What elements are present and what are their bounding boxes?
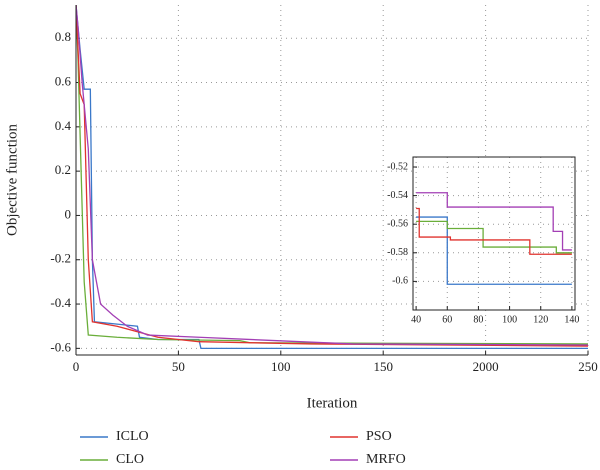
inset-background — [413, 157, 575, 310]
series-line — [76, 5, 588, 350]
x-tick-label: 60 — [442, 314, 452, 325]
plot-lines — [76, 5, 588, 350]
y-tick-label: -0.2 — [50, 251, 71, 266]
series-line — [416, 192, 572, 251]
y-tick-label: -0.56 — [387, 219, 408, 230]
x-tick-label: 100 — [271, 359, 291, 374]
plot-lines — [416, 192, 572, 285]
y-tick-label: -0.6 — [392, 276, 408, 287]
legend-label: MRFO — [366, 452, 406, 467]
y-tick-label: 0 — [65, 206, 72, 221]
y-tick-label: 0.8 — [55, 29, 71, 44]
y-tick-label: -0.6 — [50, 339, 71, 354]
x-axis-label: Iteration — [307, 395, 358, 411]
legend-label: ICLO — [116, 429, 149, 444]
series-line — [416, 220, 572, 254]
y-tick-label: 0.6 — [55, 74, 72, 89]
x-tick-label: 80 — [473, 314, 483, 325]
x-tick-label: 100 — [502, 314, 517, 325]
y-tick-label: -0.54 — [387, 190, 408, 201]
y-tick-label: -0.52 — [387, 161, 408, 172]
series-line — [416, 216, 572, 285]
legend-label: CLO — [116, 452, 144, 467]
y-tick-label: -0.4 — [50, 295, 71, 310]
y-axis-label: Objective function — [4, 123, 20, 236]
x-tick-label: 140 — [564, 314, 579, 325]
x-tick-label: 250 — [578, 359, 598, 374]
legend-label: PSO — [366, 429, 392, 444]
series-line — [76, 5, 588, 346]
x-tick-label: 40 — [411, 314, 421, 325]
series-line — [76, 5, 588, 347]
x-tick-label: 120 — [533, 314, 548, 325]
inset-frame — [412, 156, 576, 311]
y-tick-label: 0.4 — [55, 118, 72, 133]
x-tick-label: 150 — [373, 359, 393, 374]
x-tick-label: 2000 — [473, 359, 499, 374]
x-tick-label: 50 — [172, 359, 185, 374]
x-tick-label: 0 — [73, 359, 80, 374]
series-line — [416, 207, 572, 255]
y-tick-label: -0.58 — [387, 247, 408, 258]
y-tick-label: 0.2 — [55, 162, 71, 177]
